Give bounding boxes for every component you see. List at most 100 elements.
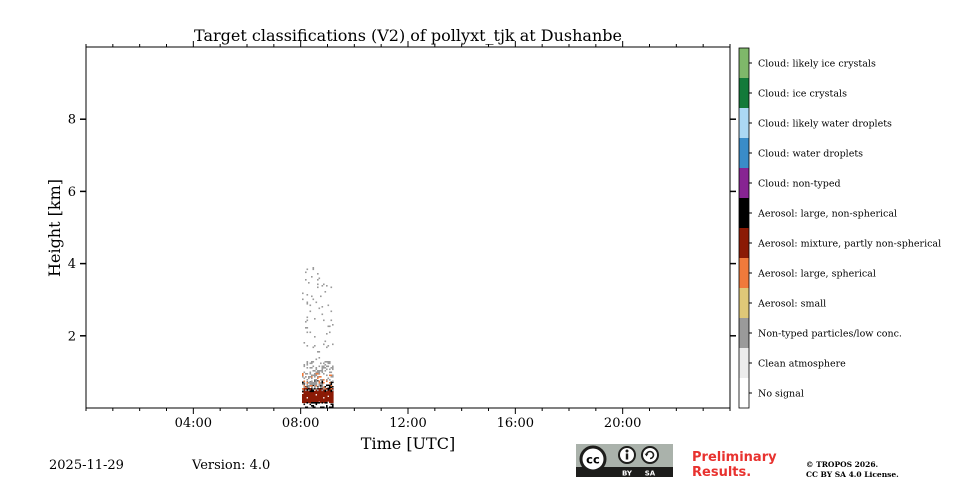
heatmap-cell: [303, 398, 306, 401]
heatmap-cell: [315, 358, 318, 361]
heatmap-cell: [324, 397, 327, 399]
heatmap-cell: [311, 276, 313, 278]
heatmap-cell: [332, 343, 334, 346]
heatmap-cell: [329, 331, 331, 334]
heatmap-cell: [330, 400, 333, 402]
heatmap-cell: [332, 394, 334, 396]
heatmap-cell: [332, 395, 334, 398]
heatmap-cell: [329, 384, 331, 387]
heatmap-cell: [320, 395, 322, 398]
heatmap-cell: [312, 389, 315, 391]
heatmap-cell: [320, 394, 322, 396]
heatmap-cell: [305, 391, 307, 393]
heatmap-cell: [332, 381, 334, 384]
heatmap-cell: [323, 365, 325, 368]
heatmap-cell: [326, 380, 328, 383]
heatmap-cell: [314, 385, 316, 387]
heatmap-cell: [324, 392, 327, 395]
heatmap-cell: [323, 391, 325, 393]
heatmap-cell: [332, 406, 334, 409]
heatmap-cell: [303, 401, 306, 404]
heatmap-cell: [317, 386, 319, 389]
heatmap-cell: [332, 386, 334, 388]
heatmap-cell: [305, 271, 307, 274]
heatmap-cell: [326, 406, 328, 409]
heatmap-cell: [317, 286, 319, 289]
heatmap-cell: [309, 304, 312, 307]
heatmap-cell: [315, 368, 318, 371]
attribution-icon-head: [625, 449, 629, 453]
heatmap-cell: [302, 388, 304, 390]
colorbar-segment: [739, 288, 749, 319]
colorbar-frame: [738, 47, 750, 409]
heatmap-cell: [323, 395, 325, 398]
heatmap-cell: [315, 391, 318, 393]
heatmap-cell: [330, 319, 333, 322]
heatmap-cell: [305, 394, 307, 396]
heatmap-cell: [309, 367, 312, 369]
heatmap-cell: [311, 389, 313, 391]
heatmap-cell: [312, 397, 315, 399]
heatmap-cell: [311, 387, 313, 390]
heatmap-cell: [324, 390, 327, 393]
heatmap-cell: [312, 400, 315, 402]
heatmap-cell: [315, 373, 318, 375]
heatmap-cell: [324, 398, 327, 401]
heatmap-cell: [318, 371, 321, 374]
heatmap-cell: [311, 374, 313, 377]
heatmap-cell: [302, 398, 304, 401]
heatmap-cell: [324, 361, 327, 363]
heatmap-cell: [312, 268, 315, 271]
heatmap-cell: [312, 402, 315, 404]
heatmap-cell: [305, 373, 307, 375]
heatmap-cell: [306, 345, 309, 347]
heatmap-cell: [305, 401, 307, 404]
heatmap-cell: [309, 389, 312, 392]
heatmap-cell: [303, 394, 306, 396]
heatmap-cell: [317, 394, 319, 396]
heatmap-cell: [302, 400, 304, 402]
heatmap-cell: [311, 386, 313, 389]
heatmap-cell: [321, 394, 324, 396]
heatmap-cell: [312, 365, 315, 368]
heatmap-cell: [302, 292, 304, 295]
heatmap-cell: [309, 310, 312, 313]
heatmap-cell: [332, 365, 334, 368]
cc-by-sa-badge[interactable]: cc BY SA: [576, 444, 673, 478]
heatmap-cell: [321, 371, 324, 374]
heatmap-cell: [312, 394, 315, 396]
heatmap-cell: [329, 398, 331, 401]
heatmap-cell: [320, 391, 322, 393]
heatmap-cell: [305, 392, 307, 395]
heatmap-cell: [309, 383, 312, 386]
heatmap-cell: [327, 365, 330, 368]
heatmap-cell: [318, 365, 321, 368]
heatmap-cell: [326, 389, 328, 392]
axis-ticks: 04:00 08:00 12:00 16:00 20:00 2 4 6 8: [68, 41, 736, 431]
copyright-line-2: CC BY SA 4.0 License.: [806, 470, 899, 479]
heatmap-cell: [312, 267, 315, 269]
heatmap-cell: [308, 387, 310, 390]
heatmap-cell: [323, 400, 325, 402]
heatmap-cell: [326, 384, 328, 387]
heatmap-cell: [306, 303, 309, 305]
heatmap-cell: [321, 379, 324, 381]
heatmap-cell: [306, 379, 309, 381]
x-axis-label: Time [UTC]: [361, 434, 455, 453]
heatmap-cell: [309, 395, 312, 398]
heatmap-cell: [321, 381, 324, 384]
heatmap-cell: [329, 394, 331, 396]
heatmap-cell: [308, 394, 310, 396]
heatmap-cell: [332, 400, 334, 402]
heatmap-cell: [324, 370, 327, 372]
heatmap-cell: [329, 362, 331, 365]
heatmap-cell: [317, 395, 319, 398]
heatmap-cell: [326, 405, 328, 407]
heatmap-cell: [308, 385, 310, 387]
heatmap-cell: [330, 385, 333, 387]
share-alike-arrowhead: [644, 453, 649, 457]
heatmap-cell: [323, 388, 325, 390]
heatmap-cell: [315, 402, 318, 404]
heatmap-cell: [302, 401, 304, 404]
